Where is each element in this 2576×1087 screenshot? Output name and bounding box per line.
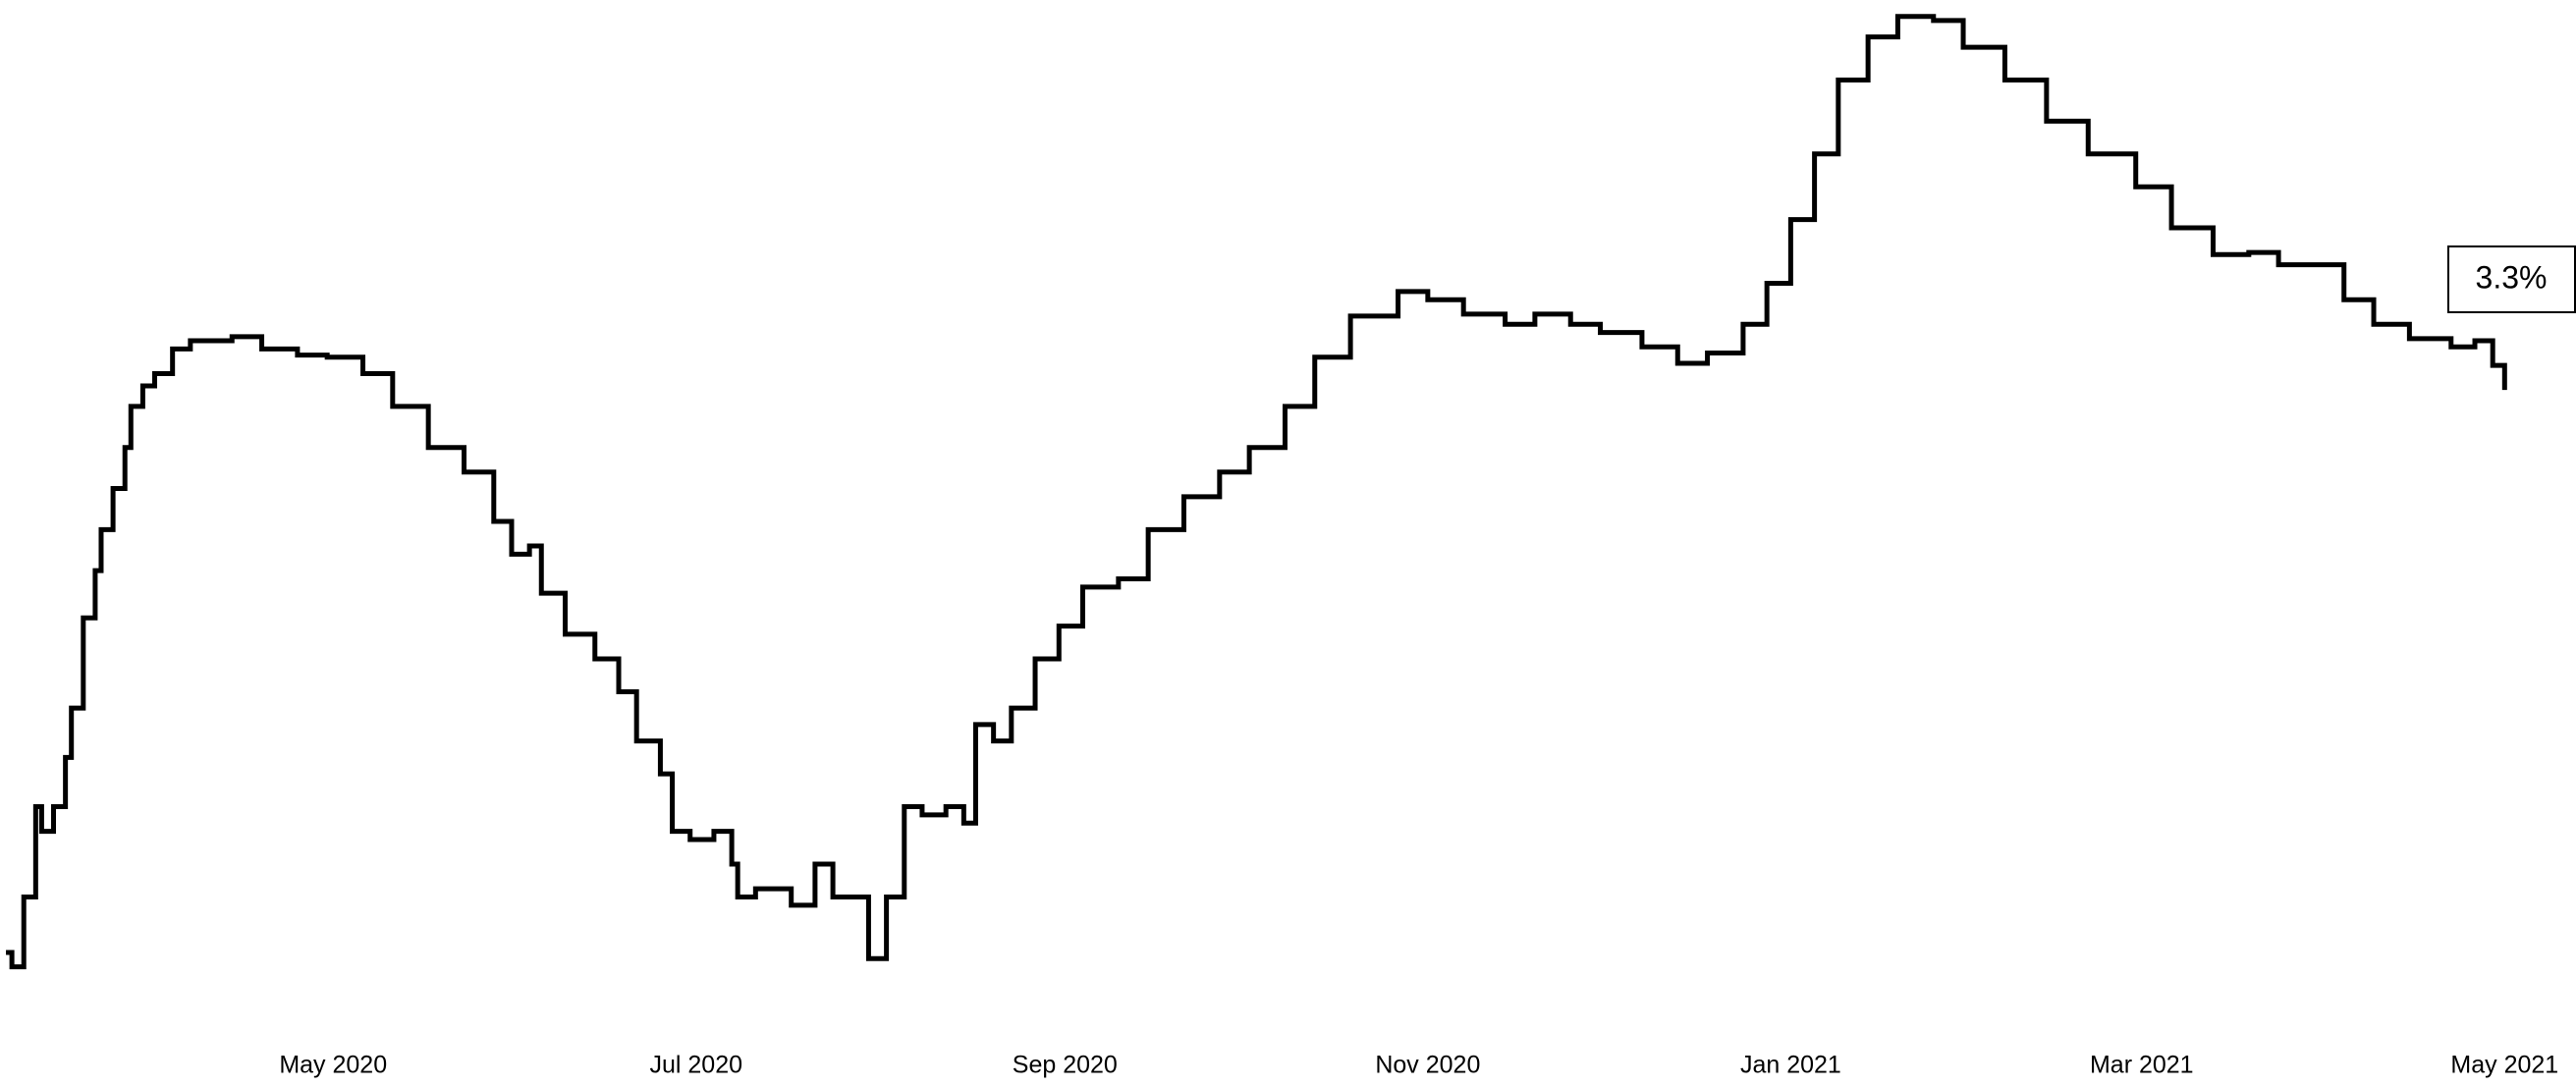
- x-tick-label: May 2021: [2450, 1052, 2558, 1079]
- x-tick-label: Nov 2020: [1375, 1052, 1480, 1079]
- x-tick-label: Jan 2021: [1740, 1052, 1841, 1079]
- x-tick-label: Sep 2020: [1013, 1052, 1118, 1079]
- x-tick-label: Mar 2021: [2090, 1052, 2194, 1079]
- x-tick-label: May 2020: [279, 1052, 387, 1079]
- x-tick-label: Jul 2020: [649, 1052, 742, 1079]
- annotation: 3.3%: [2476, 259, 2548, 295]
- annotation-box: [2447, 245, 2576, 313]
- step-line: [6, 14, 2507, 970]
